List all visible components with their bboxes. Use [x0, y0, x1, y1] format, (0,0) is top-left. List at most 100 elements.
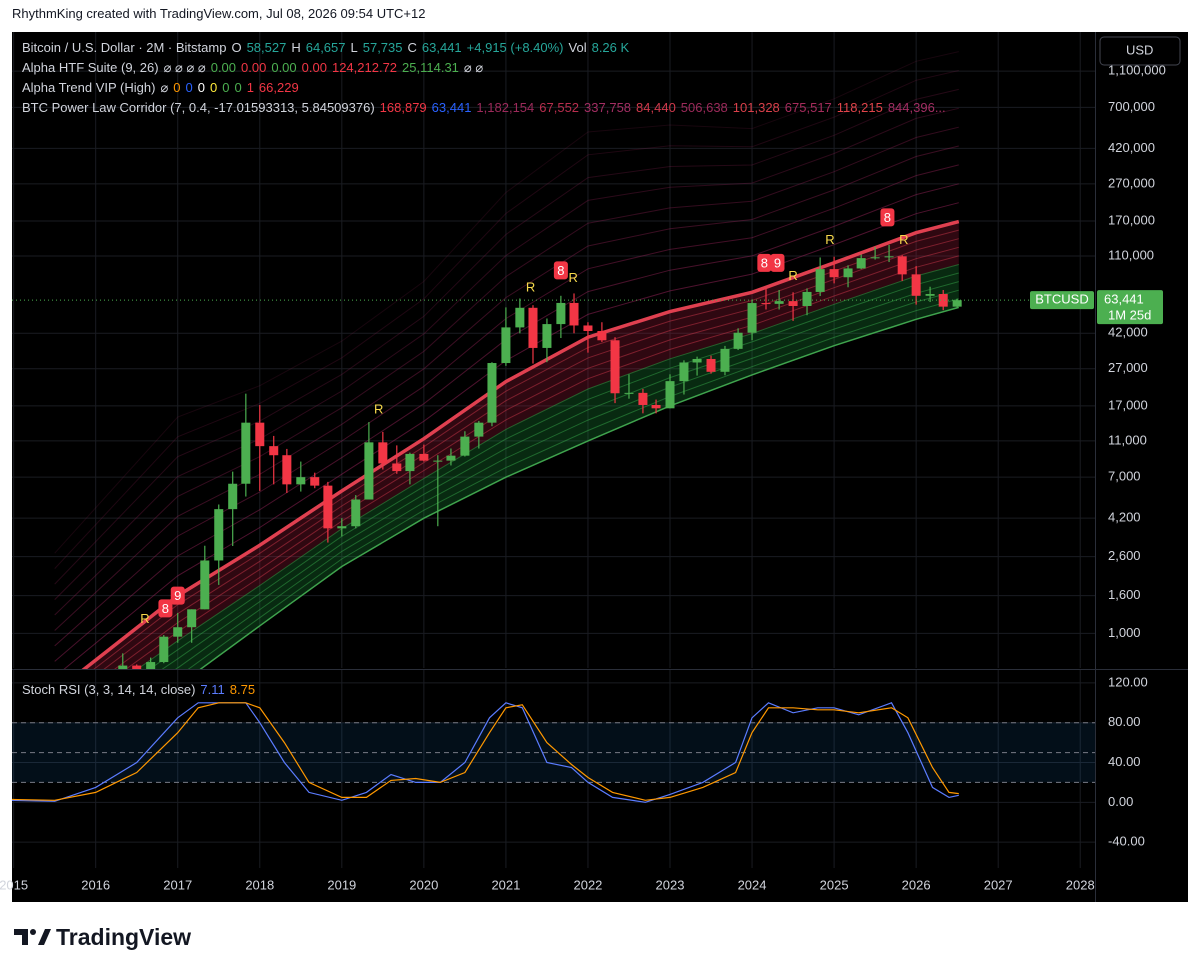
signal-label: R: [374, 402, 383, 417]
corridor-inner-line: [161, 281, 959, 669]
candle-body: [665, 381, 675, 409]
corridor-lower-line: [199, 306, 960, 669]
candle-body: [310, 477, 320, 486]
legend-item: +4,915 (+8.40%): [466, 40, 564, 55]
candle-body: [460, 436, 470, 456]
legend-item: ⌀: [160, 80, 169, 95]
y-tick-label: 11,000: [1108, 432, 1147, 447]
candle-body: [173, 627, 183, 637]
candle-body: [146, 662, 156, 669]
candle-body: [870, 257, 880, 259]
y-tick-label: 170,000: [1108, 212, 1155, 227]
candle-body: [802, 291, 812, 307]
legend-row: BTC Power Law Corridor (7, 0.4, -17.0159…: [22, 100, 951, 115]
legend-item: 8.75: [229, 682, 256, 697]
x-tick-label: 2015: [0, 877, 28, 892]
candle-body: [569, 302, 579, 326]
legend-item: 0: [234, 80, 242, 95]
legend-item: 675,517: [784, 100, 832, 115]
candle-body: [856, 258, 866, 269]
candle-body: [337, 526, 347, 529]
legend-item: H: [291, 40, 301, 55]
legend-item: Vol: [568, 40, 587, 55]
candle-body: [255, 422, 265, 447]
legend-item: Alpha Trend VIP (High): [22, 80, 156, 95]
signal-badge: [170, 586, 185, 605]
legend-item: Alpha HTF Suite (9, 26): [22, 60, 159, 75]
candle-body: [405, 453, 415, 472]
signal-label: R: [140, 611, 149, 626]
candle-body: [228, 483, 238, 510]
candle-body: [159, 636, 169, 663]
corridor-fan-line: [54, 164, 959, 647]
candle-body: [446, 455, 456, 461]
legend-item: 8.26 K: [591, 40, 630, 55]
legend-item: ⌀ ⌀: [463, 60, 484, 75]
candle-body: [187, 609, 197, 628]
y-tick-label: 42,000: [1108, 325, 1148, 340]
legend-item: Bitcoin / U.S. Dollar · 2M · Bitstamp: [22, 40, 227, 55]
legend-item: 7.11: [200, 682, 225, 697]
candle-body: [200, 560, 210, 610]
legend-item: 0: [197, 80, 205, 95]
candle-body: [597, 331, 607, 341]
candle-body: [733, 332, 743, 349]
corridor-lower-fill: [137, 264, 959, 669]
candle-body: [788, 301, 798, 307]
currency-label: USD: [1126, 42, 1153, 57]
signal-label: R: [825, 232, 834, 247]
candle-body: [706, 358, 716, 372]
candle-body: [679, 362, 689, 382]
legend-item: 1,182,154: [476, 100, 535, 115]
y-tick-label: 0.00: [1108, 794, 1133, 809]
chart-background: [12, 32, 1188, 902]
y-tick-label: 110,000: [1108, 247, 1154, 262]
signal-label: 9: [174, 588, 181, 603]
candle-body: [897, 256, 907, 275]
currency-button[interactable]: [1099, 36, 1181, 66]
candle-body: [583, 325, 593, 332]
candle-body: [214, 509, 224, 561]
legend-item: 0: [185, 80, 193, 95]
legend-item: 63,441: [431, 100, 472, 115]
brand-name: TradingView: [56, 924, 192, 950]
legend-item: 168,879: [379, 100, 427, 115]
legend-item: 66,229: [258, 80, 299, 95]
legend-item: 25,114.31: [402, 60, 459, 75]
candle-body: [433, 460, 443, 462]
legend-item: C: [407, 40, 417, 55]
candle-body: [351, 499, 361, 527]
legend-item: BTC Power Law Corridor (7, 0.4, -17.0159…: [22, 100, 375, 115]
y-tick-label: 17,000: [1108, 397, 1148, 412]
signal-label: 8: [557, 263, 564, 278]
y-tick-label: 270,000: [1108, 175, 1155, 190]
legend-item: 337,758: [584, 100, 632, 115]
candle-body: [938, 294, 948, 307]
legend-row: Bitcoin / U.S. Dollar · 2M · Bitstamp O 58…: [22, 40, 634, 55]
legend-item: O: [231, 40, 242, 55]
y-tick-label: 27,000: [1108, 360, 1148, 375]
signal-badge: [757, 253, 772, 272]
candle-body: [542, 324, 552, 348]
corridor-inner-line: [125, 255, 959, 669]
signal-label: 8: [761, 255, 768, 270]
candle-body: [392, 463, 402, 472]
candle-body: [474, 422, 484, 437]
candle-body: [241, 422, 251, 484]
y-tick-label: 420,000: [1108, 140, 1155, 155]
y-tick-label: 1,000: [1108, 625, 1141, 640]
candle-body: [419, 453, 429, 461]
legend-item: 0: [173, 80, 181, 95]
candle-body: [638, 392, 648, 405]
corridor-inner-line: [148, 272, 959, 669]
candle-body: [624, 392, 634, 394]
legend-item: 67,552: [539, 100, 580, 115]
legend-item: 0.00: [271, 60, 297, 75]
corridor-fan-line: [54, 183, 959, 662]
legend-item: 58,527: [246, 40, 287, 55]
candle-body: [925, 294, 935, 296]
x-tick-label: 2023: [656, 877, 685, 892]
price-tag-symbol-bg: [1030, 291, 1094, 310]
